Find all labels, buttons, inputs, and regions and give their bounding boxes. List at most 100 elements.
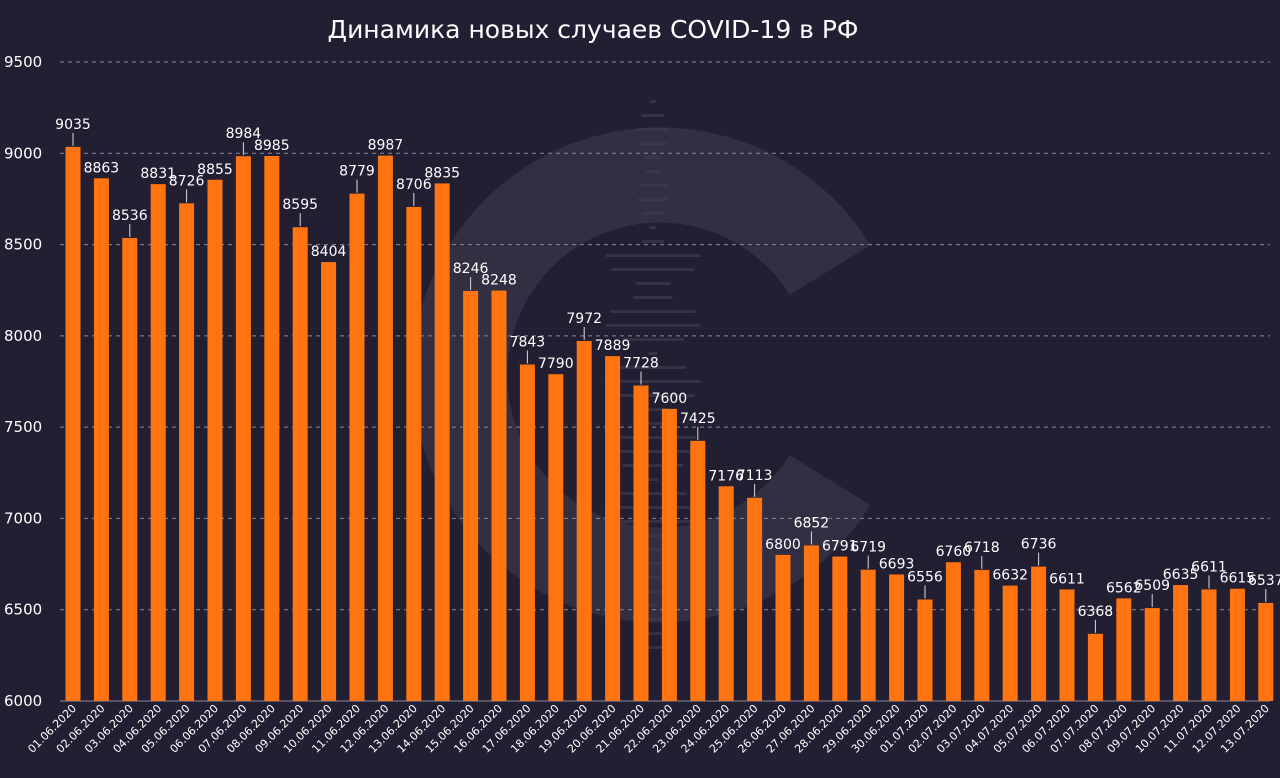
watermark-wave [636, 408, 670, 411]
watermark-wave [638, 562, 668, 565]
data-label: 8706 [396, 177, 432, 193]
bar [321, 262, 337, 701]
y-tick-label: 7500 [4, 418, 42, 436]
watermark-wave [645, 170, 661, 173]
bar [690, 440, 706, 701]
data-label: 6368 [1078, 604, 1114, 620]
watermark-wave [639, 142, 667, 145]
bar [65, 146, 81, 701]
bar [264, 156, 280, 701]
data-label: 6719 [850, 540, 886, 556]
watermark-wave [650, 100, 656, 103]
data-label: 7790 [538, 356, 574, 372]
bar [917, 599, 933, 701]
bar [406, 206, 422, 701]
bar [661, 408, 677, 701]
y-tick-label: 7000 [4, 509, 42, 527]
data-label: 8404 [311, 244, 347, 260]
bar [548, 374, 564, 701]
bar [1201, 589, 1217, 701]
bar [519, 364, 535, 701]
data-label: 6718 [964, 540, 1000, 556]
watermark-wave [637, 576, 669, 579]
watermark-wave [605, 380, 701, 383]
watermark-wave [605, 254, 701, 257]
data-label: 8536 [112, 208, 148, 224]
data-label: 6635 [1163, 567, 1199, 583]
watermark-wave [637, 632, 669, 635]
bar [122, 237, 138, 702]
data-label: 6791 [822, 539, 858, 555]
data-label: 6852 [794, 515, 830, 531]
watermark-wave [606, 450, 700, 453]
bar [179, 203, 195, 701]
x-axis-ticks: 01.06.202002.06.202003.06.202004.06.2020… [25, 702, 1272, 756]
bar [491, 290, 507, 701]
data-label: 7176 [708, 468, 744, 484]
y-tick-label: 6000 [4, 692, 42, 710]
bar [889, 574, 905, 701]
bar [377, 155, 393, 701]
watermark-wave [645, 156, 661, 159]
bar [207, 179, 223, 702]
data-label: 6556 [907, 569, 943, 585]
bar [633, 385, 649, 701]
data-label: 8987 [368, 138, 404, 154]
data-label: 8248 [481, 273, 517, 289]
data-label: 7889 [595, 338, 631, 354]
bar [434, 183, 450, 701]
bar [349, 193, 365, 701]
watermark-wave [647, 478, 659, 481]
watermark-wave [637, 128, 669, 131]
data-label: 6509 [1134, 578, 1170, 594]
y-tick-label: 9000 [4, 144, 42, 162]
bar [832, 556, 848, 701]
watermark-wave [611, 268, 695, 271]
bar [718, 486, 734, 701]
watermark-wave [637, 198, 669, 201]
y-tick-label: 6500 [4, 601, 42, 619]
watermark-wave [605, 506, 701, 509]
data-label: 6760 [936, 544, 972, 560]
y-tick-label: 9500 [4, 53, 42, 71]
watermark-wave [605, 324, 701, 327]
bar [1229, 588, 1245, 701]
bar [292, 227, 308, 701]
bar [605, 356, 621, 701]
bar [1059, 589, 1075, 701]
bar [150, 184, 166, 702]
bar [775, 554, 791, 701]
data-label: 8835 [424, 165, 460, 181]
bar [945, 562, 961, 701]
watermark-wave [641, 240, 665, 243]
data-label: 6611 [1049, 571, 1085, 587]
data-label: 7600 [652, 391, 688, 407]
watermark-wave [610, 436, 696, 439]
watermark-wave [610, 310, 696, 313]
watermark-wave [635, 282, 671, 285]
watermark-wave [639, 646, 667, 649]
watermark-wave [632, 422, 674, 425]
data-label: 8595 [282, 197, 318, 213]
data-label: 8985 [254, 138, 290, 154]
y-tick-label: 8000 [4, 327, 42, 345]
watermark-wave [619, 492, 687, 495]
bar [93, 178, 109, 702]
data-label: 7425 [680, 411, 716, 427]
bar [1258, 602, 1274, 701]
data-label: 6800 [765, 537, 801, 553]
bar [235, 156, 251, 702]
bar [1031, 566, 1047, 701]
bar [1002, 585, 1018, 701]
watermark-wave [649, 226, 657, 229]
bar [1116, 598, 1132, 701]
data-label: 7728 [623, 356, 659, 372]
data-label: 6632 [992, 568, 1028, 584]
bars [65, 146, 1274, 702]
watermark-wave [642, 212, 664, 215]
bar [803, 545, 819, 701]
watermark-wave [645, 548, 661, 551]
data-label: 8863 [84, 160, 120, 176]
